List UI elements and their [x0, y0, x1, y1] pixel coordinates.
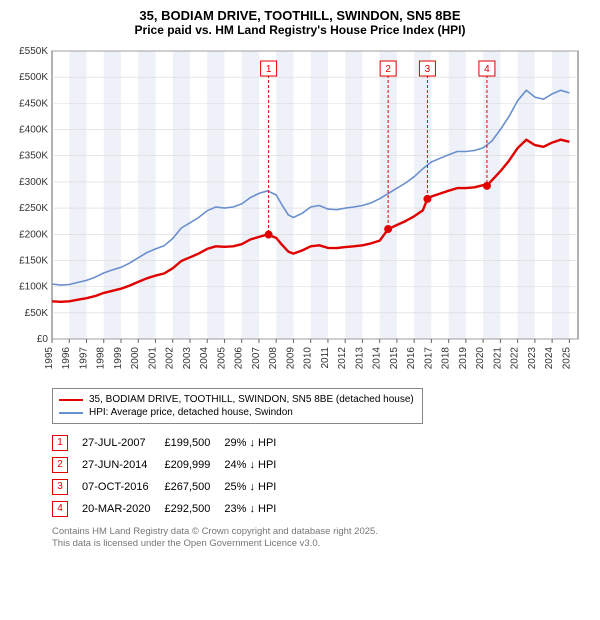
svg-text:£550K: £550K	[19, 46, 48, 57]
svg-text:2008: 2008	[268, 347, 279, 370]
svg-text:3: 3	[425, 64, 431, 75]
svg-text:2: 2	[385, 64, 391, 75]
svg-text:2023: 2023	[527, 347, 538, 370]
legend-swatch	[59, 412, 83, 414]
svg-text:2016: 2016	[406, 347, 417, 370]
legend-item: HPI: Average price, detached house, Swin…	[59, 406, 414, 419]
sale-date: 27-JUN-2014	[82, 454, 164, 476]
svg-text:2002: 2002	[165, 347, 176, 370]
sale-delta: 24% ↓ HPI	[224, 454, 290, 476]
table-row: 3 07-OCT-2016£267,50025% ↓ HPI	[52, 476, 290, 498]
svg-text:£450K: £450K	[19, 98, 48, 109]
svg-text:£300K: £300K	[19, 177, 48, 188]
svg-text:£200K: £200K	[19, 229, 48, 240]
legend-label: 35, BODIAM DRIVE, TOOTHILL, SWINDON, SN5…	[89, 394, 414, 405]
svg-text:2022: 2022	[510, 347, 521, 370]
table-row: 4 20-MAR-2020£292,50023% ↓ HPI	[52, 498, 290, 520]
sale-delta: 29% ↓ HPI	[224, 432, 290, 454]
svg-text:1997: 1997	[78, 347, 89, 370]
svg-text:2001: 2001	[147, 347, 158, 370]
sale-price: £199,500	[164, 432, 224, 454]
svg-text:2020: 2020	[475, 347, 486, 370]
table-row: 1 27-JUL-2007£199,50029% ↓ HPI	[52, 432, 290, 454]
svg-text:2021: 2021	[492, 347, 503, 370]
table-row: 2 27-JUN-2014£209,99924% ↓ HPI	[52, 454, 290, 476]
legend-label: HPI: Average price, detached house, Swin…	[89, 407, 293, 418]
sale-marker-box: 3	[52, 479, 68, 495]
svg-text:2011: 2011	[320, 347, 331, 369]
sale-date: 07-OCT-2016	[82, 476, 164, 498]
svg-text:2013: 2013	[354, 347, 365, 370]
svg-text:£150K: £150K	[19, 255, 48, 266]
svg-text:£400K: £400K	[19, 125, 48, 136]
chart-svg: £0 £50K £100K £150K £200K £250K £300K £350K £400…	[10, 43, 590, 373]
sale-delta: 25% ↓ HPI	[224, 476, 290, 498]
svg-text:£0: £0	[37, 334, 49, 345]
svg-text:2005: 2005	[216, 347, 227, 370]
license-line: Contains HM Land Registry data © Crown c…	[52, 526, 590, 538]
svg-text:£250K: £250K	[19, 203, 48, 214]
svg-text:£50K: £50K	[25, 308, 49, 319]
sale-price: £209,999	[164, 454, 224, 476]
sale-price: £267,500	[164, 476, 224, 498]
title-line1: 35, BODIAM DRIVE, TOOTHILL, SWINDON, SN5…	[10, 8, 590, 23]
svg-text:2012: 2012	[337, 347, 348, 370]
license-text: Contains HM Land Registry data © Crown c…	[52, 526, 590, 551]
legend: 35, BODIAM DRIVE, TOOTHILL, SWINDON, SN5…	[52, 388, 423, 424]
svg-text:1996: 1996	[61, 347, 72, 370]
svg-text:1: 1	[266, 64, 272, 75]
svg-text:2024: 2024	[544, 347, 555, 370]
title-line2: Price paid vs. HM Land Registry's House …	[10, 23, 590, 37]
svg-text:2000: 2000	[130, 347, 141, 370]
legend-item: 35, BODIAM DRIVE, TOOTHILL, SWINDON, SN5…	[59, 393, 414, 406]
svg-text:2003: 2003	[182, 347, 193, 370]
sale-marker-box: 2	[52, 457, 68, 473]
svg-text:2007: 2007	[251, 347, 262, 370]
svg-text:2014: 2014	[372, 347, 383, 370]
price-chart: £0 £50K £100K £150K £200K £250K £300K £350K £400…	[10, 43, 590, 378]
sale-marker-box: 1	[52, 435, 68, 451]
svg-text:2010: 2010	[303, 347, 314, 370]
sale-date: 20-MAR-2020	[82, 498, 164, 520]
svg-text:1998: 1998	[96, 347, 107, 370]
svg-text:4: 4	[484, 64, 490, 75]
sales-table: 1 27-JUL-2007£199,50029% ↓ HPI 2 27-JUN-201…	[52, 432, 290, 520]
svg-text:2017: 2017	[423, 347, 434, 370]
svg-text:2025: 2025	[561, 347, 572, 370]
svg-text:2006: 2006	[234, 347, 245, 370]
sale-delta: 23% ↓ HPI	[224, 498, 290, 520]
sale-marker-box: 4	[52, 501, 68, 517]
svg-text:2018: 2018	[441, 347, 452, 370]
svg-text:£500K: £500K	[19, 72, 48, 83]
sale-date: 27-JUL-2007	[82, 432, 164, 454]
svg-text:2009: 2009	[285, 347, 296, 370]
svg-text:2004: 2004	[199, 347, 210, 370]
svg-text:1999: 1999	[113, 347, 124, 370]
svg-text:1995: 1995	[44, 347, 55, 370]
svg-text:2019: 2019	[458, 347, 469, 370]
sale-price: £292,500	[164, 498, 224, 520]
legend-swatch	[59, 399, 83, 401]
svg-text:£100K: £100K	[19, 282, 48, 293]
svg-text:2015: 2015	[389, 347, 400, 370]
svg-text:£350K: £350K	[19, 151, 48, 162]
license-line: This data is licensed under the Open Gov…	[52, 538, 590, 550]
